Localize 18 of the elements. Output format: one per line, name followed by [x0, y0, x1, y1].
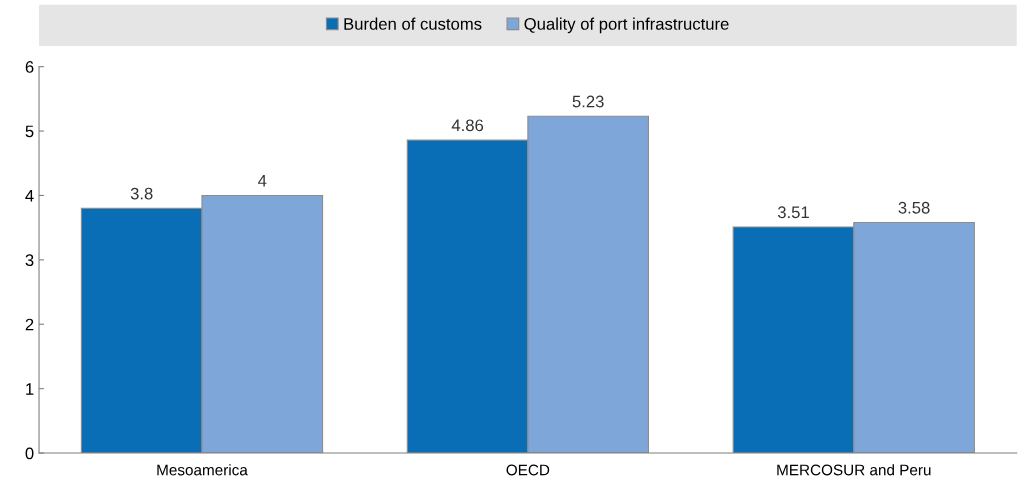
- data-label: 3.8: [130, 187, 153, 200]
- y-tick-label: 6: [25, 61, 34, 73]
- y-tick-label: 3: [25, 254, 34, 267]
- data-label: 3.58: [898, 201, 930, 214]
- x-tick-label: Mesoamerica: [157, 464, 248, 476]
- y-tick-label: 0: [25, 447, 34, 460]
- y-tick-label: 5: [25, 125, 34, 138]
- y-tick-label: 2: [25, 318, 34, 331]
- data-label: 4: [258, 174, 267, 187]
- y-tick-label: 4: [25, 190, 34, 202]
- legend-label: Burden of customs: [344, 17, 482, 30]
- data-label: 3.51: [777, 206, 809, 219]
- legend-label: Quality of port infrastructure: [524, 17, 729, 34]
- data-label: 4.86: [451, 119, 484, 132]
- x-tick-label: OECD: [506, 464, 550, 476]
- data-label: 5.23: [572, 95, 604, 108]
- y-tick-label: 1: [26, 383, 34, 395]
- x-tick-label: MERCOSUR and Peru: [777, 464, 931, 476]
